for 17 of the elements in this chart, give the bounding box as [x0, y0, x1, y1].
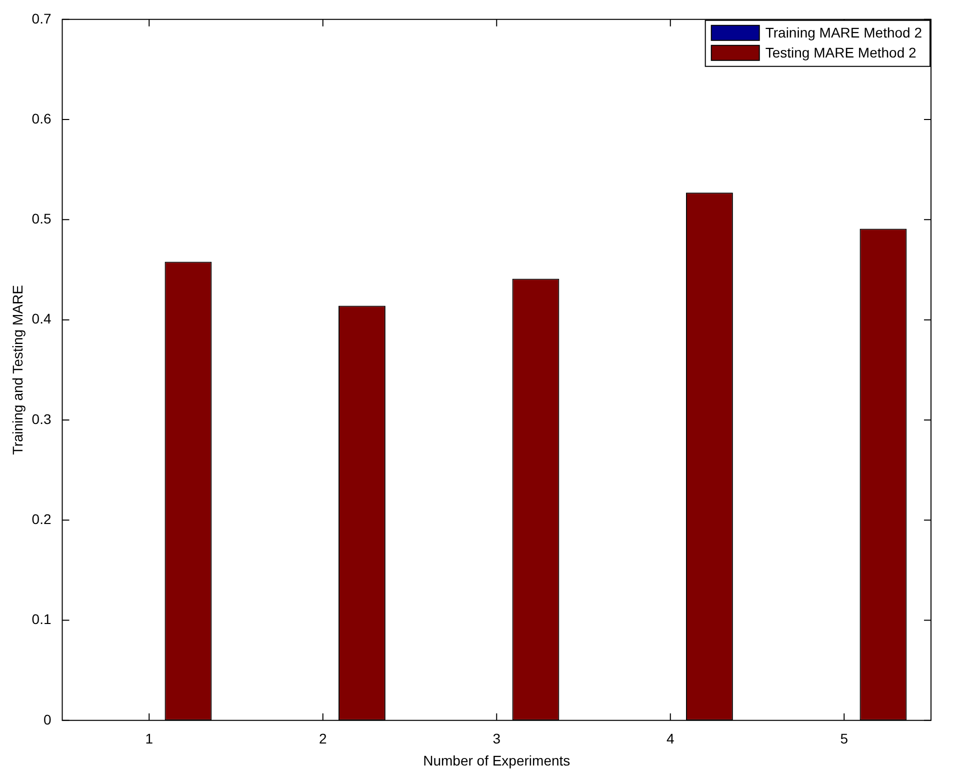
x-tick-label: 3 [492, 730, 501, 747]
y-axis-title: Training and Testing MARE [9, 285, 26, 455]
y-tick-label: 0.4 [32, 310, 52, 327]
x-tick-label: 4 [666, 730, 674, 747]
y-tick-label: 0.2 [32, 510, 52, 527]
x-tick-label: 1 [145, 730, 154, 747]
y-tick-label: 0.6 [32, 110, 52, 126]
y-tick-label: 0.1 [32, 611, 52, 628]
y-tick-label: 0 [43, 711, 52, 728]
legend-label: Training MARE Method 2 [765, 24, 922, 40]
x-tick-label: 2 [318, 730, 327, 747]
y-tick-label: 0.5 [32, 210, 52, 227]
x-axis-title: Number of Experiments [423, 752, 570, 768]
y-tick-label: 0.3 [32, 410, 52, 427]
x-tick-label: 5 [840, 730, 848, 747]
legend-label: Testing MARE Method 2 [765, 44, 917, 60]
y-tick-label: 0.7 [32, 10, 52, 26]
